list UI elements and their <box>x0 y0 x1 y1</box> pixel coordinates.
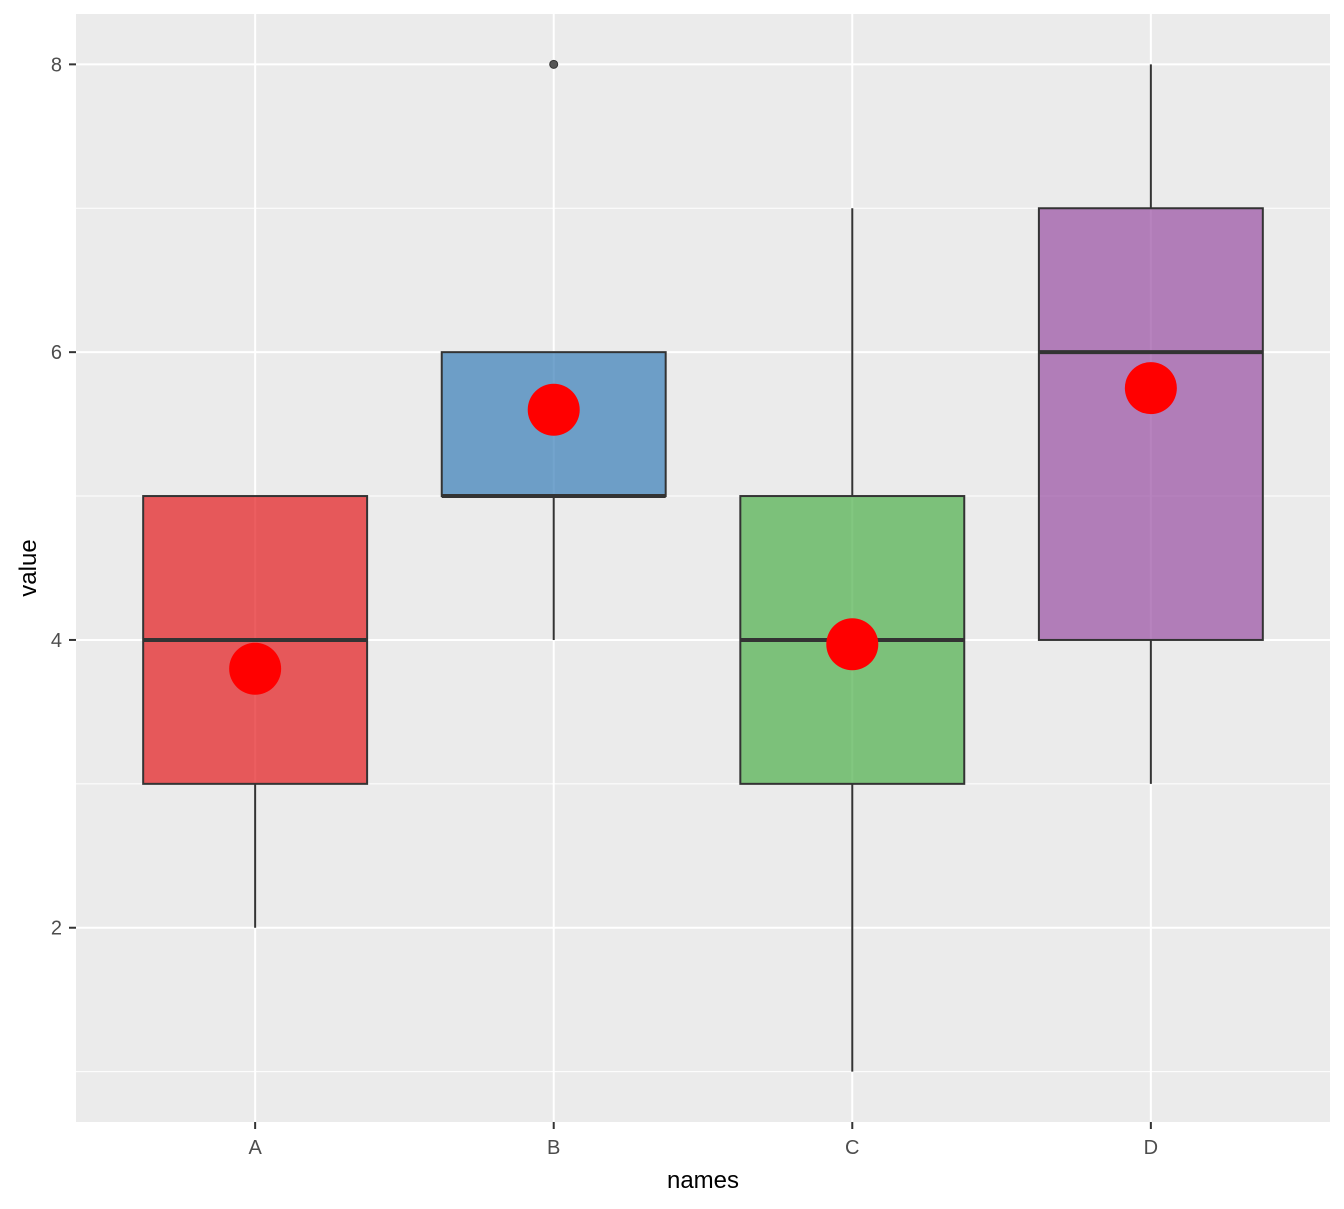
y-tick-label: 4 <box>51 630 62 652</box>
y-axis: 2 4 6 8 <box>51 54 76 940</box>
outlier-point <box>549 59 559 69</box>
mean-marker-B <box>527 383 580 436</box>
x-tick-label: B <box>547 1137 560 1159</box>
x-tick-label: A <box>248 1137 262 1159</box>
x-axis: A B C D <box>248 1122 1158 1159</box>
box-iqr <box>1037 207 1264 641</box>
mean-marker-C <box>826 618 879 671</box>
box-series <box>142 59 1264 1072</box>
box-C <box>739 208 966 1072</box>
x-axis-title: names <box>667 1167 739 1194</box>
box-A <box>142 495 369 928</box>
y-axis-title: value <box>15 539 42 596</box>
mean-marker-A <box>229 642 282 695</box>
y-tick-label: 2 <box>51 918 62 940</box>
mean-marker-D <box>1124 362 1177 415</box>
mean-markers <box>229 362 1177 695</box>
y-tick-label: 8 <box>51 54 62 76</box>
box-D <box>1037 64 1264 784</box>
x-tick-label: D <box>1144 1137 1158 1159</box>
x-tick-label: C <box>845 1137 859 1159</box>
y-tick-label: 6 <box>51 342 62 364</box>
